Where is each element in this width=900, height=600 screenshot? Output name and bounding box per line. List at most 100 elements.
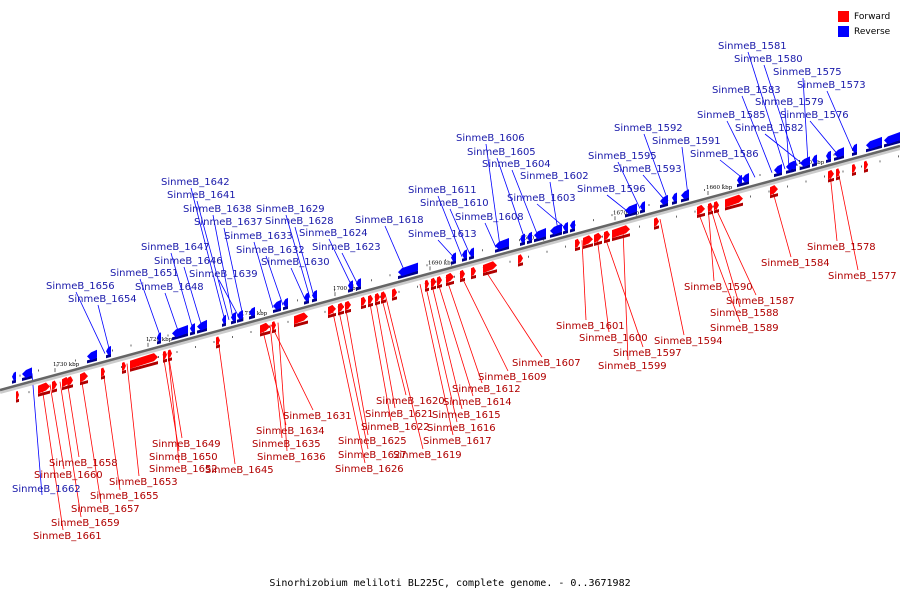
forward-gene-block-shade (437, 284, 442, 289)
forward-gene-block-shade (714, 209, 719, 214)
reverse-gene-block-shade (884, 140, 900, 148)
gene-label-sinmeb-1584: SinmeB_1584 (761, 258, 830, 269)
forward-gene-block-shade (38, 390, 50, 397)
reverse-gene-block-shade (672, 200, 677, 205)
reverse-gene-block-shade (462, 257, 467, 262)
reverse-gene-block (398, 262, 418, 277)
leader-sinmeb-1661 (41, 386, 64, 531)
tick-label: 1730 kbp (53, 362, 80, 368)
reverse-gene-block (660, 194, 668, 206)
forward-gene-block-shade (368, 302, 373, 308)
reverse-gene-block-shade (866, 144, 882, 153)
reverse-gene-block (884, 132, 900, 145)
leader-sinmeb-1589 (696, 208, 741, 323)
gene-label-sinmeb-1599: SinmeB_1599 (598, 361, 667, 372)
reverse-gene-block-shade (625, 211, 637, 218)
reverse-gene-block (22, 367, 32, 379)
reverse-gene-block-shade (190, 331, 195, 336)
forward-gene-block (294, 312, 308, 325)
reverse-gene-block-shade (570, 228, 575, 233)
gene-label-sinmeb-1576: SinmeB_1576 (780, 110, 849, 121)
reverse-gene-block (570, 220, 575, 230)
reverse-gene-block (625, 203, 637, 215)
leader-sinmeb-1602 (549, 181, 559, 231)
reverse-gene-block (852, 143, 857, 154)
gene-label-sinmeb-1596: SinmeB_1596 (577, 184, 646, 195)
forward-gene-block-shade (460, 277, 465, 283)
leader-sinmeb-1583 (741, 95, 773, 173)
forward-gene-block-shade (604, 238, 610, 244)
forward-gene-block-shade (168, 357, 172, 362)
gene-label-sinmeb-1625: SinmeB_1625 (338, 436, 407, 447)
reverse-gene-block-shade (106, 353, 111, 359)
axis-line (0, 144, 900, 392)
gene-label-sinmeb-1641: SinmeB_1641 (167, 190, 236, 201)
forward-gene-block-shade (130, 361, 158, 372)
leader-sinmeb-1657 (80, 375, 102, 504)
reverse-gene-block (640, 201, 645, 211)
reverse-gene-block (462, 249, 467, 259)
reverse-gene-block (866, 136, 882, 150)
gene-label-sinmeb-1612: SinmeB_1612 (452, 384, 521, 395)
forward-swatch (838, 11, 849, 22)
forward-gene-block (338, 302, 344, 313)
forward-gene-block (612, 225, 630, 239)
reverse-gene-block-shade (12, 379, 16, 384)
legend-forward-label: Forward (854, 11, 891, 22)
forward-gene-block (368, 294, 373, 305)
reverse-gene-block (826, 150, 831, 161)
gene-label-sinmeb-1647: SinmeB_1647 (141, 242, 210, 253)
gene-label-sinmeb-1652: SinmeB_1652 (149, 464, 218, 475)
gene-label-sinmeb-1575: SinmeB_1575 (773, 67, 842, 78)
gene-label-sinmeb-1629: SinmeB_1629 (256, 204, 325, 215)
reverse-gene-block (834, 147, 844, 158)
gene-label-sinmeb-1608: SinmeB_1608 (455, 212, 524, 223)
leader-sinmeb-1612 (445, 276, 483, 384)
reverse-gene-block (237, 310, 243, 320)
leader-sinmeb-1614 (436, 279, 474, 397)
forward-gene-block (828, 169, 834, 180)
reverse-gene-block (106, 345, 111, 356)
leader-sinmeb-1653 (126, 363, 140, 477)
leader-sinmeb-1607 (482, 266, 543, 358)
reverse-gene-block (786, 160, 794, 171)
gene-label-sinmeb-1655: SinmeB_1655 (90, 491, 159, 502)
reverse-gene-block-shade (87, 357, 97, 364)
forward-gene-block-shade (471, 274, 476, 280)
genome-axis (0, 144, 900, 394)
leader-sinmeb-1634 (261, 326, 287, 426)
gene-label-sinmeb-1632: SinmeB_1632 (236, 245, 305, 256)
gene-label-sinmeb-1645: SinmeB_1645 (205, 465, 274, 476)
gene-label-sinmeb-1605: SinmeB_1605 (467, 147, 536, 158)
gene-label-sinmeb-1622: SinmeB_1622 (361, 422, 430, 433)
gene-label-sinmeb-1607: SinmeB_1607 (512, 358, 581, 369)
gene-label-sinmeb-1587: SinmeB_1587 (726, 296, 795, 307)
reverse-gene-block (563, 222, 568, 232)
leader-sinmeb-1639 (218, 279, 240, 318)
leader-sinmeb-1613 (437, 239, 456, 259)
reverse-gene-block (172, 325, 188, 338)
leader-sinmeb-1577 (837, 170, 859, 271)
gene-label-sinmeb-1610: SinmeB_1610 (420, 198, 489, 209)
reverse-gene-block (231, 312, 236, 322)
reverse-gene-block-shade (398, 270, 418, 280)
forward-gene-block (583, 235, 593, 246)
forward-gene-block (852, 163, 856, 174)
reverse-gene-block (197, 319, 207, 331)
leader-sinmeb-1615 (430, 281, 463, 410)
gene-label-sinmeb-1621: SinmeB_1621 (365, 409, 434, 420)
forward-gene-block-shade (338, 310, 344, 316)
leader-sinmeb-1630 (290, 267, 306, 300)
genome-caption: Sinorhizobium meliloti BL225C, complete … (269, 578, 631, 589)
forward-gene-block (594, 232, 602, 243)
leader-sinmeb-1656 (75, 291, 106, 354)
reverse-gene-block-shade (681, 197, 689, 203)
reverse-gene-block-shade (157, 340, 161, 345)
forward-gene-block (697, 204, 705, 216)
leader-sinmeb-1609 (459, 273, 509, 372)
forward-gene-block-shade (216, 344, 220, 349)
forward-gene-block (460, 269, 465, 280)
leader-sinmeb-1579 (784, 107, 790, 169)
gene-label-sinmeb-1590: SinmeB_1590 (684, 282, 753, 293)
